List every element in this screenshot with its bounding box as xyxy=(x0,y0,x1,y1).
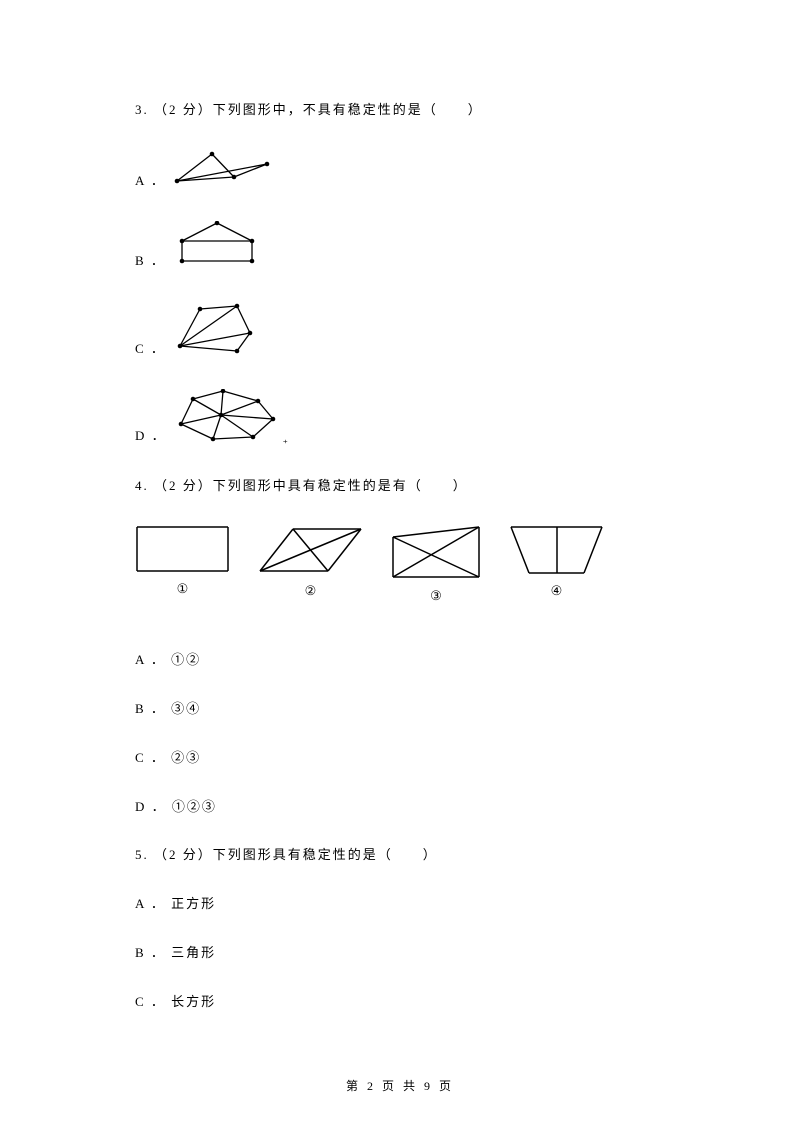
q3-figure-c xyxy=(172,301,260,361)
q3-option-d: D ． ₊ xyxy=(135,389,665,448)
q4-shape-1: ① xyxy=(135,525,230,597)
q4-option-c: C ． ②③ xyxy=(135,747,665,766)
q4-shapes-row: ① ② ③ ④ xyxy=(135,525,665,604)
question-3-text: 3. （2 分）下列图形中，不具有稳定性的是（ ） xyxy=(135,100,665,121)
q4-shape-3-label: ③ xyxy=(430,588,442,604)
q3-option-b: B ． xyxy=(135,221,665,273)
q4-option-b: B ． ③④ xyxy=(135,698,665,717)
q5-option-c: C ． 长方形 xyxy=(135,991,665,1010)
q3-figure-a xyxy=(172,149,277,193)
q3-label-b: B ． xyxy=(135,250,166,273)
q3-option-c: C ． xyxy=(135,301,665,361)
q4-shape-4-label: ④ xyxy=(551,583,563,599)
page-footer: 第 2 页 共 9 页 xyxy=(0,1077,800,1094)
q5-option-a: A ． 正方形 xyxy=(135,893,665,912)
q3-figure-b xyxy=(172,221,262,273)
question-4-text: 4. （2 分）下列图形中具有稳定性的是有（ ） xyxy=(135,476,665,497)
q4-shape-3: ③ xyxy=(391,525,481,604)
q3-label-d: D ． xyxy=(135,425,167,448)
q3-option-a: A ． xyxy=(135,149,665,193)
q4-option-d: D ． ①②③ xyxy=(135,796,665,815)
q3-label-c: C ． xyxy=(135,338,166,361)
q4-shape-2-label: ② xyxy=(305,583,317,599)
q3-label-a: A ． xyxy=(135,170,166,193)
q3-figure-d-tail: ₊ xyxy=(283,435,290,448)
q4-shape-1-label: ① xyxy=(177,581,189,597)
q4-option-a: A ． ①② xyxy=(135,649,665,668)
question-5-text: 5. （2 分）下列图形具有稳定性的是（ ） xyxy=(135,845,665,866)
q5-option-b: B ． 三角形 xyxy=(135,942,665,961)
q4-shape-4: ④ xyxy=(509,525,604,599)
q4-shape-2: ② xyxy=(258,525,363,599)
q3-figure-d xyxy=(173,389,283,448)
